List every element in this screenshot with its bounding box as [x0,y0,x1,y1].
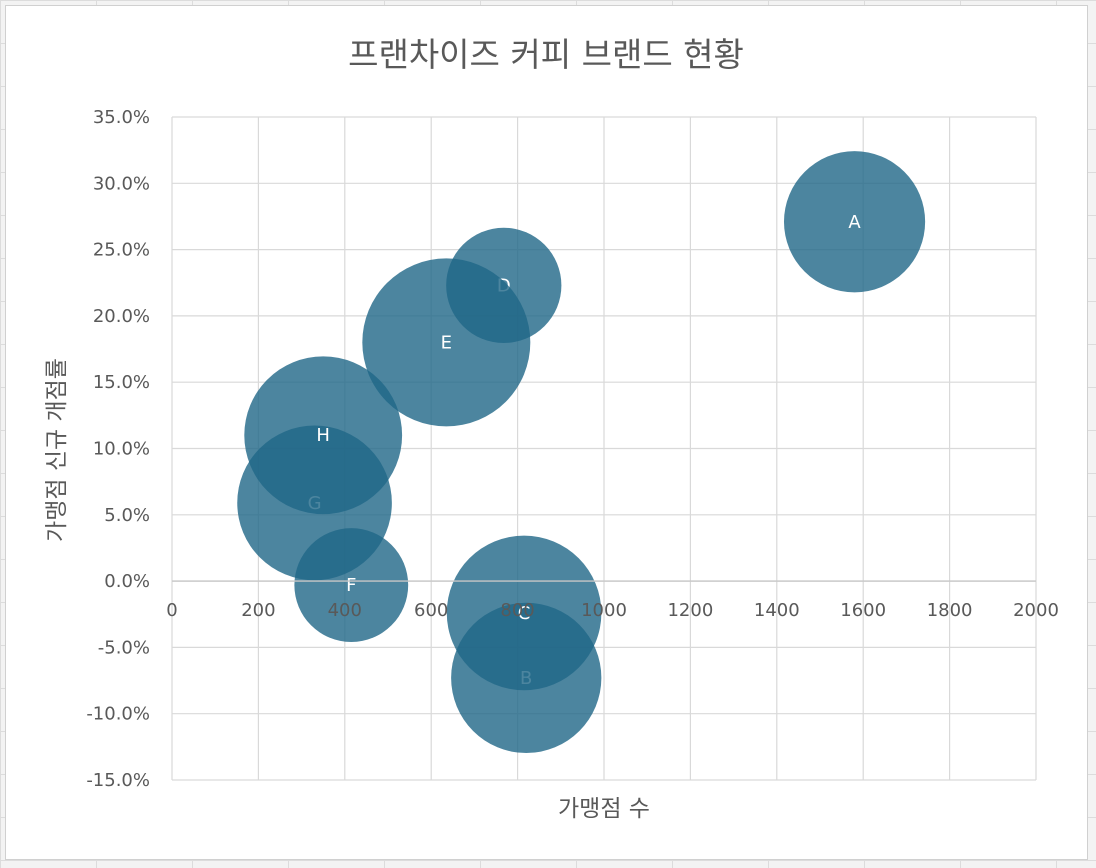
bubble-e[interactable] [362,258,531,427]
x-tick-label: 2000 [1013,600,1059,621]
bubbles: ABCDEFGH [237,151,926,754]
y-tick-label: 0.0% [104,571,150,592]
bubble-label-a: A [848,212,861,233]
x-tick-label: 200 [241,600,275,621]
bubble-label-c: C [518,603,531,624]
y-tick-label: 10.0% [93,439,150,460]
y-tick-label: 30.0% [93,173,150,194]
bubble-label-e: E [441,332,452,353]
bubble-h[interactable] [244,356,403,515]
y-tick-label: -15.0% [86,770,150,791]
x-tick-label: 1600 [840,600,886,621]
x-tick-label: 1200 [667,600,713,621]
bubble-a[interactable] [783,151,926,293]
x-tick-label: 400 [328,600,362,621]
bubble-c[interactable] [446,535,602,691]
y-tick-label: -5.0% [98,637,150,658]
y-axis-title: 가맹점 신규 개점률 [44,358,70,542]
y-tick-label: 25.0% [93,240,150,261]
y-tick-label: -10.0% [86,704,150,725]
x-tick-label: 800 [500,600,534,621]
y-tick-label: 20.0% [93,306,150,327]
x-tick-label: 0 [166,600,177,621]
y-tick-label: 35.0% [93,107,150,128]
x-tick-label: 1400 [754,600,800,621]
y-tick-label: 5.0% [104,505,150,526]
axes: 0 200 400 600 800 1000 1200 1400 1600 1800 2000 35.… [86,107,1059,791]
bubble-label-f: F [346,575,356,596]
x-axis-title: 가맹점 수 [558,796,650,822]
chart-title: 프랜차이즈 커피 브랜드 현황 [348,35,744,74]
x-tick-label: 1800 [927,600,973,621]
bubble-label-h: H [316,425,330,446]
x-tick-label: 600 [414,600,448,621]
x-tick-label: 1000 [581,600,627,621]
y-tick-label: 15.0% [93,372,150,393]
